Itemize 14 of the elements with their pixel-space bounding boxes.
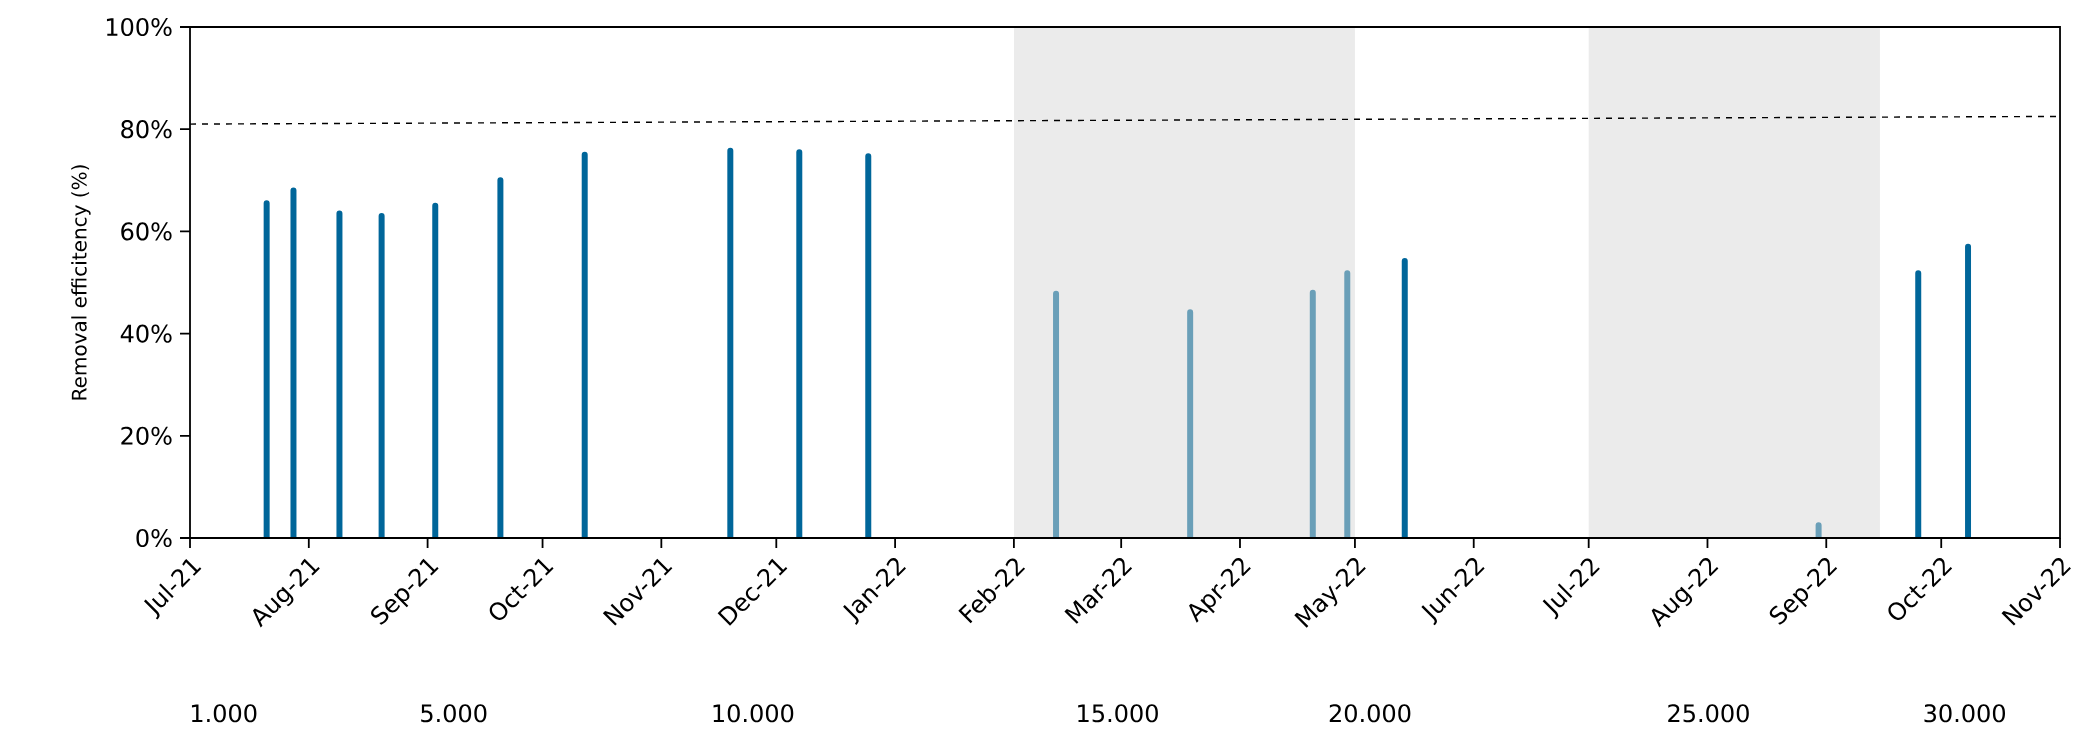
text: 1.000 [191,704,257,723]
y-tick-label: 0% [136,528,172,548]
y-tick-label: 40% [120,324,172,343]
y-tick-label: 60% [121,222,172,241]
text: 15.000 [1078,704,1158,723]
y-tick-label: 20% [121,426,172,445]
y-tick-label: 80% [121,120,172,139]
text: 20.000 [1329,704,1411,723]
text: 30.000 [1924,704,2006,723]
text: 25.000 [1668,704,1749,723]
y-tick-label: 100% [106,17,172,37]
text: 5.000 [421,704,487,723]
y-axis-title: Removal efficitency (%) [71,165,91,400]
text: 10.000 [713,704,794,723]
